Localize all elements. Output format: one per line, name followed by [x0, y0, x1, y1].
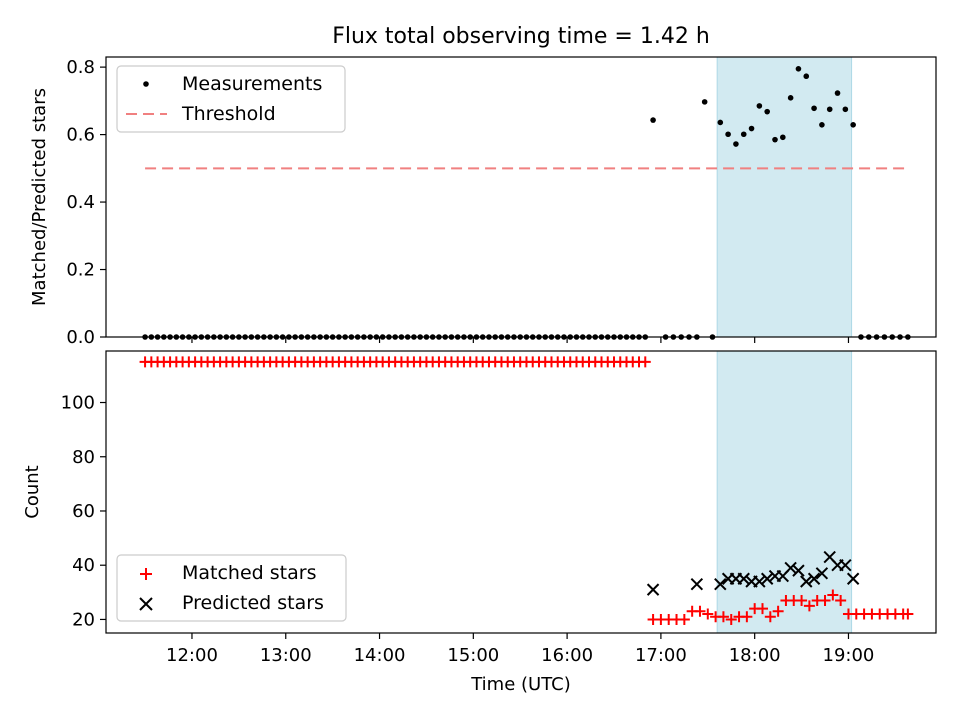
predicted-star-point — [807, 572, 821, 585]
matched-stars-points — [139, 356, 914, 625]
x-tick-label: 18:00 — [729, 645, 781, 666]
matched-star-point — [827, 589, 839, 601]
predicted-star-point — [839, 559, 852, 572]
predicted-star-point — [753, 575, 766, 588]
matched-star-point — [702, 608, 714, 620]
x-tick-label: 12:00 — [166, 645, 218, 666]
matched-star-point — [639, 356, 651, 368]
measurement-point — [733, 141, 739, 147]
top-y-ticks: 0.0 0.2 0.4 0.6 0.8 — [66, 57, 106, 348]
bottom-plot-frame — [105, 350, 937, 634]
bottom-y-tick-label: 60 — [72, 501, 95, 522]
measurement-point — [701, 99, 708, 105]
matched-star-point — [678, 613, 690, 625]
legend-matched-marker — [140, 568, 152, 580]
legend-measurements-label: Measurements — [182, 73, 322, 95]
matched-star-point — [835, 594, 847, 606]
measurement-point — [834, 90, 841, 96]
measurement-point — [819, 122, 825, 128]
top-plot-frame — [105, 56, 937, 338]
bottom-y-tick-label: 80 — [72, 447, 95, 468]
measurement-point — [826, 106, 833, 113]
matched-star-point — [819, 594, 831, 606]
x-axis-label: Time (UTC) — [470, 674, 571, 695]
x-tick-label: 15:00 — [447, 645, 499, 666]
measurement-point — [811, 105, 817, 112]
bottom-y-ticks: 20 40 60 80 100 — [61, 393, 106, 630]
measurement-point — [717, 119, 724, 126]
bottom-y-tick-label: 20 — [72, 609, 95, 630]
top-y-tick-label: 0.2 — [66, 260, 95, 281]
measurement-point — [764, 108, 770, 115]
legend-predicted-label: Predicted stars — [182, 592, 324, 614]
measurement-point — [748, 125, 755, 132]
top-y-tick-label: 0.6 — [66, 125, 95, 146]
matched-star-point — [717, 611, 729, 623]
measurement-point — [842, 106, 849, 113]
predicted-star-point — [800, 575, 813, 588]
measurement-point — [740, 131, 747, 138]
bottom-y-axis-label: Count — [22, 465, 43, 518]
bottom-x-ticks: 12:00 13:00 14:00 15:00 16:00 17:00 18:00 19:00 — [166, 633, 874, 666]
top-x-ticks — [191, 337, 850, 343]
bottom-shaded-interval — [716, 350, 853, 634]
measurement-point — [787, 95, 794, 101]
bottom-legend: Matched stars Predicted stars — [116, 554, 347, 622]
matched-star-point — [694, 605, 706, 617]
matched-star-point — [796, 594, 808, 606]
predicted-star-point — [737, 572, 750, 585]
top-legend: Measurements Threshold — [116, 65, 346, 133]
top-shaded-interval — [716, 56, 853, 338]
matched-star-point — [902, 608, 914, 620]
measurement-point — [803, 73, 810, 80]
predicted-stars-points — [646, 550, 860, 596]
top-panel: 0.00.20.40.60.8 Matched/Predicted stars … — [29, 56, 937, 348]
top-y-tick-label: 0.8 — [66, 57, 95, 78]
chart-title: Flux total observing time = 1.42 h — [332, 24, 710, 49]
measurement-point — [795, 66, 802, 72]
x-tick-label: 19:00 — [823, 645, 875, 666]
bottom-panel: 20 40 60 80 100 12:00 13:00 14:00 15:00 16:00 17:… — [22, 350, 937, 695]
predicted-star-point — [646, 583, 660, 596]
measurement-point — [772, 136, 778, 143]
x-tick-label: 13:00 — [260, 645, 312, 666]
predicted-star-point — [792, 564, 805, 577]
predicted-star-point — [690, 577, 704, 591]
legend-predicted-marker — [139, 597, 153, 611]
legend-matched-label: Matched stars — [182, 562, 316, 584]
measurement-point — [780, 134, 786, 141]
top-legend-box — [116, 65, 346, 133]
x-tick-label: 16:00 — [541, 645, 593, 666]
measurement-point — [850, 122, 856, 128]
predicted-star-point — [714, 577, 727, 591]
matched-star-point — [803, 600, 815, 612]
legend-measurements-marker — [143, 81, 149, 87]
measurement-point — [650, 117, 656, 123]
legend-threshold-label: Threshold — [181, 103, 276, 125]
predicted-star-point — [846, 572, 860, 585]
bottom-legend-box — [116, 554, 347, 622]
predicted-star-point — [815, 567, 829, 580]
x-tick-label: 17:00 — [635, 645, 687, 666]
predicted-star-point — [784, 561, 797, 575]
predicted-star-point — [760, 572, 774, 585]
matched-star-point — [756, 603, 768, 615]
bottom-y-tick-label: 100 — [61, 393, 95, 414]
bottom-y-tick-label: 40 — [72, 555, 95, 576]
matched-star-point — [764, 611, 776, 623]
measurement-point — [756, 103, 763, 109]
matched-star-point — [741, 611, 753, 623]
x-tick-label: 14:00 — [354, 645, 406, 666]
top-y-tick-label: 0.4 — [66, 192, 95, 213]
top-y-axis-label: Matched/Predicted stars — [29, 88, 50, 306]
measurement-point — [725, 131, 731, 138]
top-y-tick-label: 0.0 — [66, 327, 95, 348]
matched-star-point — [725, 613, 737, 625]
matched-star-point — [772, 605, 784, 617]
